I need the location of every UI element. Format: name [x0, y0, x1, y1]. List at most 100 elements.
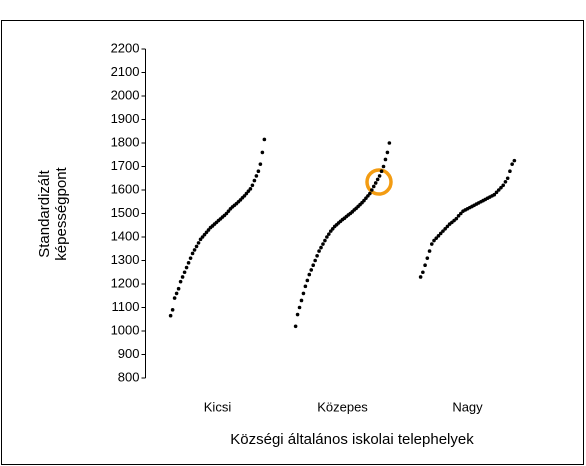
y-tick-label: 1900 — [111, 111, 140, 126]
data-point — [456, 214, 461, 218]
data-point — [381, 164, 386, 169]
data-point — [260, 150, 265, 155]
data-point — [438, 231, 443, 236]
data-point — [432, 238, 436, 243]
data-point — [186, 261, 191, 265]
y-tick-label: 1500 — [111, 205, 140, 220]
data-point — [499, 185, 503, 190]
data-point — [459, 211, 463, 216]
data-point — [508, 169, 512, 173]
y-tick-label: 1700 — [111, 158, 140, 173]
y-tick-label: 900 — [118, 346, 140, 361]
data-point — [496, 188, 501, 192]
data-point — [494, 190, 499, 195]
data-point — [172, 296, 177, 300]
y-tick-label: 1200 — [111, 275, 140, 290]
data-point — [427, 249, 432, 253]
data-point — [423, 263, 427, 268]
data-point — [206, 228, 211, 232]
data-point — [295, 312, 300, 317]
highlight-circle — [365, 168, 393, 196]
y-tick-label: 1300 — [111, 252, 140, 267]
data-point — [492, 192, 497, 197]
x-tick-label: Nagy — [452, 399, 483, 414]
data-point — [375, 177, 380, 182]
data-point — [242, 194, 247, 198]
data-point — [429, 242, 434, 246]
data-point — [293, 324, 298, 329]
y-tick-label: 1000 — [111, 322, 140, 337]
y-tick-label: 1400 — [111, 228, 140, 243]
y-tick-label: 1800 — [111, 134, 140, 149]
data-point — [385, 150, 390, 155]
data-point — [505, 176, 510, 181]
data-point — [252, 178, 257, 183]
data-point — [373, 181, 378, 185]
data-point — [180, 275, 185, 279]
x-axis-label: Községi általános iskolai telephelyek — [230, 431, 474, 448]
data-point — [445, 224, 450, 229]
data-point — [313, 258, 317, 263]
data-point — [178, 279, 183, 284]
data-point — [418, 275, 423, 279]
data-point — [204, 230, 209, 235]
data-point — [194, 244, 199, 249]
data-point — [501, 183, 506, 188]
data-point — [248, 187, 253, 191]
data-point — [299, 298, 304, 303]
data-point — [246, 189, 251, 193]
y-tick-label: 2000 — [111, 87, 140, 102]
y-tick-label: 1100 — [112, 299, 140, 314]
data-point — [503, 179, 508, 184]
y-label-line: képességpont — [53, 166, 70, 260]
data-point — [200, 235, 205, 239]
data-point — [192, 248, 197, 252]
data-point — [369, 188, 374, 192]
data-point — [168, 313, 173, 318]
data-point — [254, 174, 259, 178]
data-point — [198, 237, 203, 242]
data-point — [317, 249, 321, 253]
data-point — [184, 265, 189, 270]
data-point — [311, 263, 316, 268]
data-point — [301, 291, 306, 296]
data-point — [421, 270, 425, 275]
data-point — [327, 232, 331, 236]
data-point — [325, 235, 329, 239]
data-point — [303, 284, 308, 289]
data-point — [315, 254, 319, 258]
data-point — [297, 305, 302, 310]
data-point — [196, 241, 201, 245]
data-point — [383, 157, 388, 162]
data-point — [174, 291, 179, 296]
data-point — [262, 137, 267, 142]
data-point — [170, 308, 175, 312]
data-point — [226, 209, 231, 213]
data-point — [436, 234, 441, 238]
data-point — [379, 169, 384, 173]
data-point — [425, 256, 430, 260]
y-tick-label: 800 — [118, 369, 140, 384]
data-point — [256, 169, 261, 173]
data-point — [182, 270, 187, 275]
data-point — [443, 226, 447, 231]
data-point — [305, 278, 310, 283]
y-label-line: Standardizált — [36, 169, 53, 257]
y-axis-label: Standardizált képességpont — [36, 166, 70, 260]
data-point — [190, 251, 195, 256]
data-point — [323, 238, 327, 243]
data-point — [321, 242, 325, 246]
data-point — [307, 272, 312, 277]
data-point — [434, 236, 439, 240]
data-point — [510, 162, 514, 166]
data-point — [258, 162, 263, 166]
data-point — [377, 174, 382, 178]
y-tick-label: 2200 — [111, 40, 140, 55]
data-point — [224, 211, 229, 216]
data-point — [387, 141, 392, 145]
y-tick-label: 2100 — [111, 64, 140, 79]
data-point — [188, 256, 193, 260]
data-point — [244, 191, 249, 196]
data-point — [309, 268, 314, 272]
